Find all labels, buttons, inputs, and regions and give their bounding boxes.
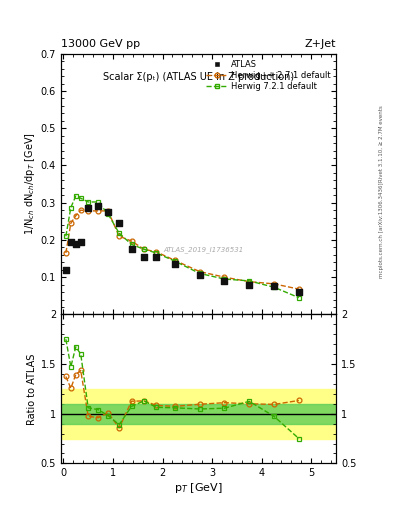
X-axis label: p$_T$ [GeV]: p$_T$ [GeV]: [174, 481, 223, 495]
Point: [116, 219, 122, 227]
Text: Rivet 3.1.10, ≥ 2.7M events: Rivet 3.1.10, ≥ 2.7M events: [379, 105, 384, 182]
Text: Scalar Σ(pₜ) (ATLAS UE in Z production): Scalar Σ(pₜ) (ATLAS UE in Z production): [103, 72, 294, 82]
Text: Z+Jet: Z+Jet: [305, 38, 336, 49]
Point: [271, 283, 277, 291]
Point: [129, 245, 135, 253]
Point: [296, 288, 302, 296]
Y-axis label: Ratio to ATLAS: Ratio to ATLAS: [26, 353, 37, 424]
Point: [105, 208, 111, 216]
Point: [221, 277, 228, 285]
Point: [85, 204, 91, 212]
Y-axis label: 1/N$_{ch}$ dN$_{ch}$/dp$_T$ [GeV]: 1/N$_{ch}$ dN$_{ch}$/dp$_T$ [GeV]: [22, 133, 37, 236]
Text: ATLAS_2019_I1736531: ATLAS_2019_I1736531: [164, 246, 244, 252]
Bar: [61, 404, 336, 423]
Point: [68, 238, 74, 246]
Point: [77, 238, 84, 246]
Point: [172, 260, 178, 268]
Point: [246, 281, 252, 289]
Text: 13000 GeV pp: 13000 GeV pp: [61, 38, 140, 49]
Point: [153, 252, 160, 261]
Point: [141, 252, 147, 261]
Bar: [61, 389, 336, 439]
Point: [95, 202, 101, 210]
Text: mcplots.cern.ch [arXiv:1306.3436]: mcplots.cern.ch [arXiv:1306.3436]: [379, 183, 384, 278]
Point: [196, 271, 203, 280]
Legend: ATLAS, Herwig++ 2.7.1 default, Herwig 7.2.1 default: ATLAS, Herwig++ 2.7.1 default, Herwig 7.…: [205, 58, 332, 93]
Point: [73, 240, 79, 248]
Point: [63, 266, 69, 274]
